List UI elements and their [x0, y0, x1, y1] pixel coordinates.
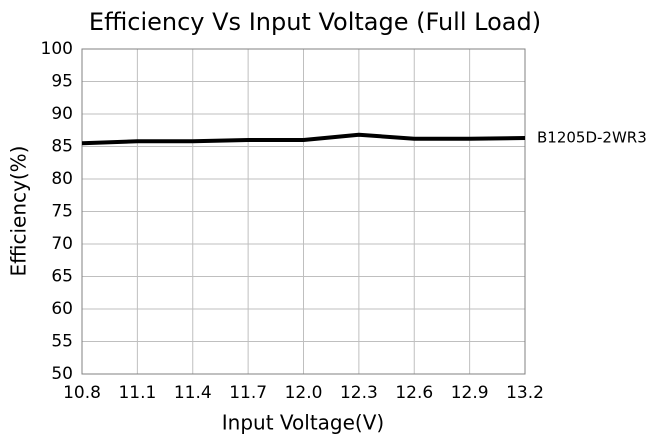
x-tick-label: 10.8: [63, 383, 101, 403]
x-tick-label: 12.9: [451, 383, 489, 403]
x-tick-label: 12.3: [340, 383, 378, 403]
x-tick-label: 11.7: [229, 383, 267, 403]
chart-title: Efficiency Vs Input Voltage (Full Load): [89, 8, 541, 36]
y-tick-label: 100: [41, 39, 73, 59]
plot-frame: [81, 48, 526, 375]
x-tick-label: 12.0: [285, 383, 323, 403]
y-tick-label: 50: [51, 364, 73, 384]
y-tick-label: 80: [51, 169, 73, 189]
y-tick-label: 65: [51, 267, 73, 287]
x-tick-label: 11.1: [118, 383, 156, 403]
x-tick-label: 12.6: [395, 383, 433, 403]
series-label: B1205D-2WR3: [537, 129, 647, 147]
y-tick-label: 90: [51, 104, 73, 124]
y-tick-label: 85: [51, 137, 73, 157]
y-axis-label: Efficiency(%): [7, 146, 31, 277]
x-tick-label: 13.2: [506, 383, 544, 403]
y-tick-label: 60: [51, 299, 73, 319]
x-axis-label: Input Voltage(V): [222, 411, 384, 435]
y-tick-label: 95: [51, 72, 73, 92]
y-tick-label: 70: [51, 234, 73, 254]
x-tick-label: 11.4: [174, 383, 212, 403]
data-line: [81, 132, 526, 146]
y-tick-label: 75: [51, 202, 73, 222]
y-tick-label: 55: [51, 332, 73, 352]
